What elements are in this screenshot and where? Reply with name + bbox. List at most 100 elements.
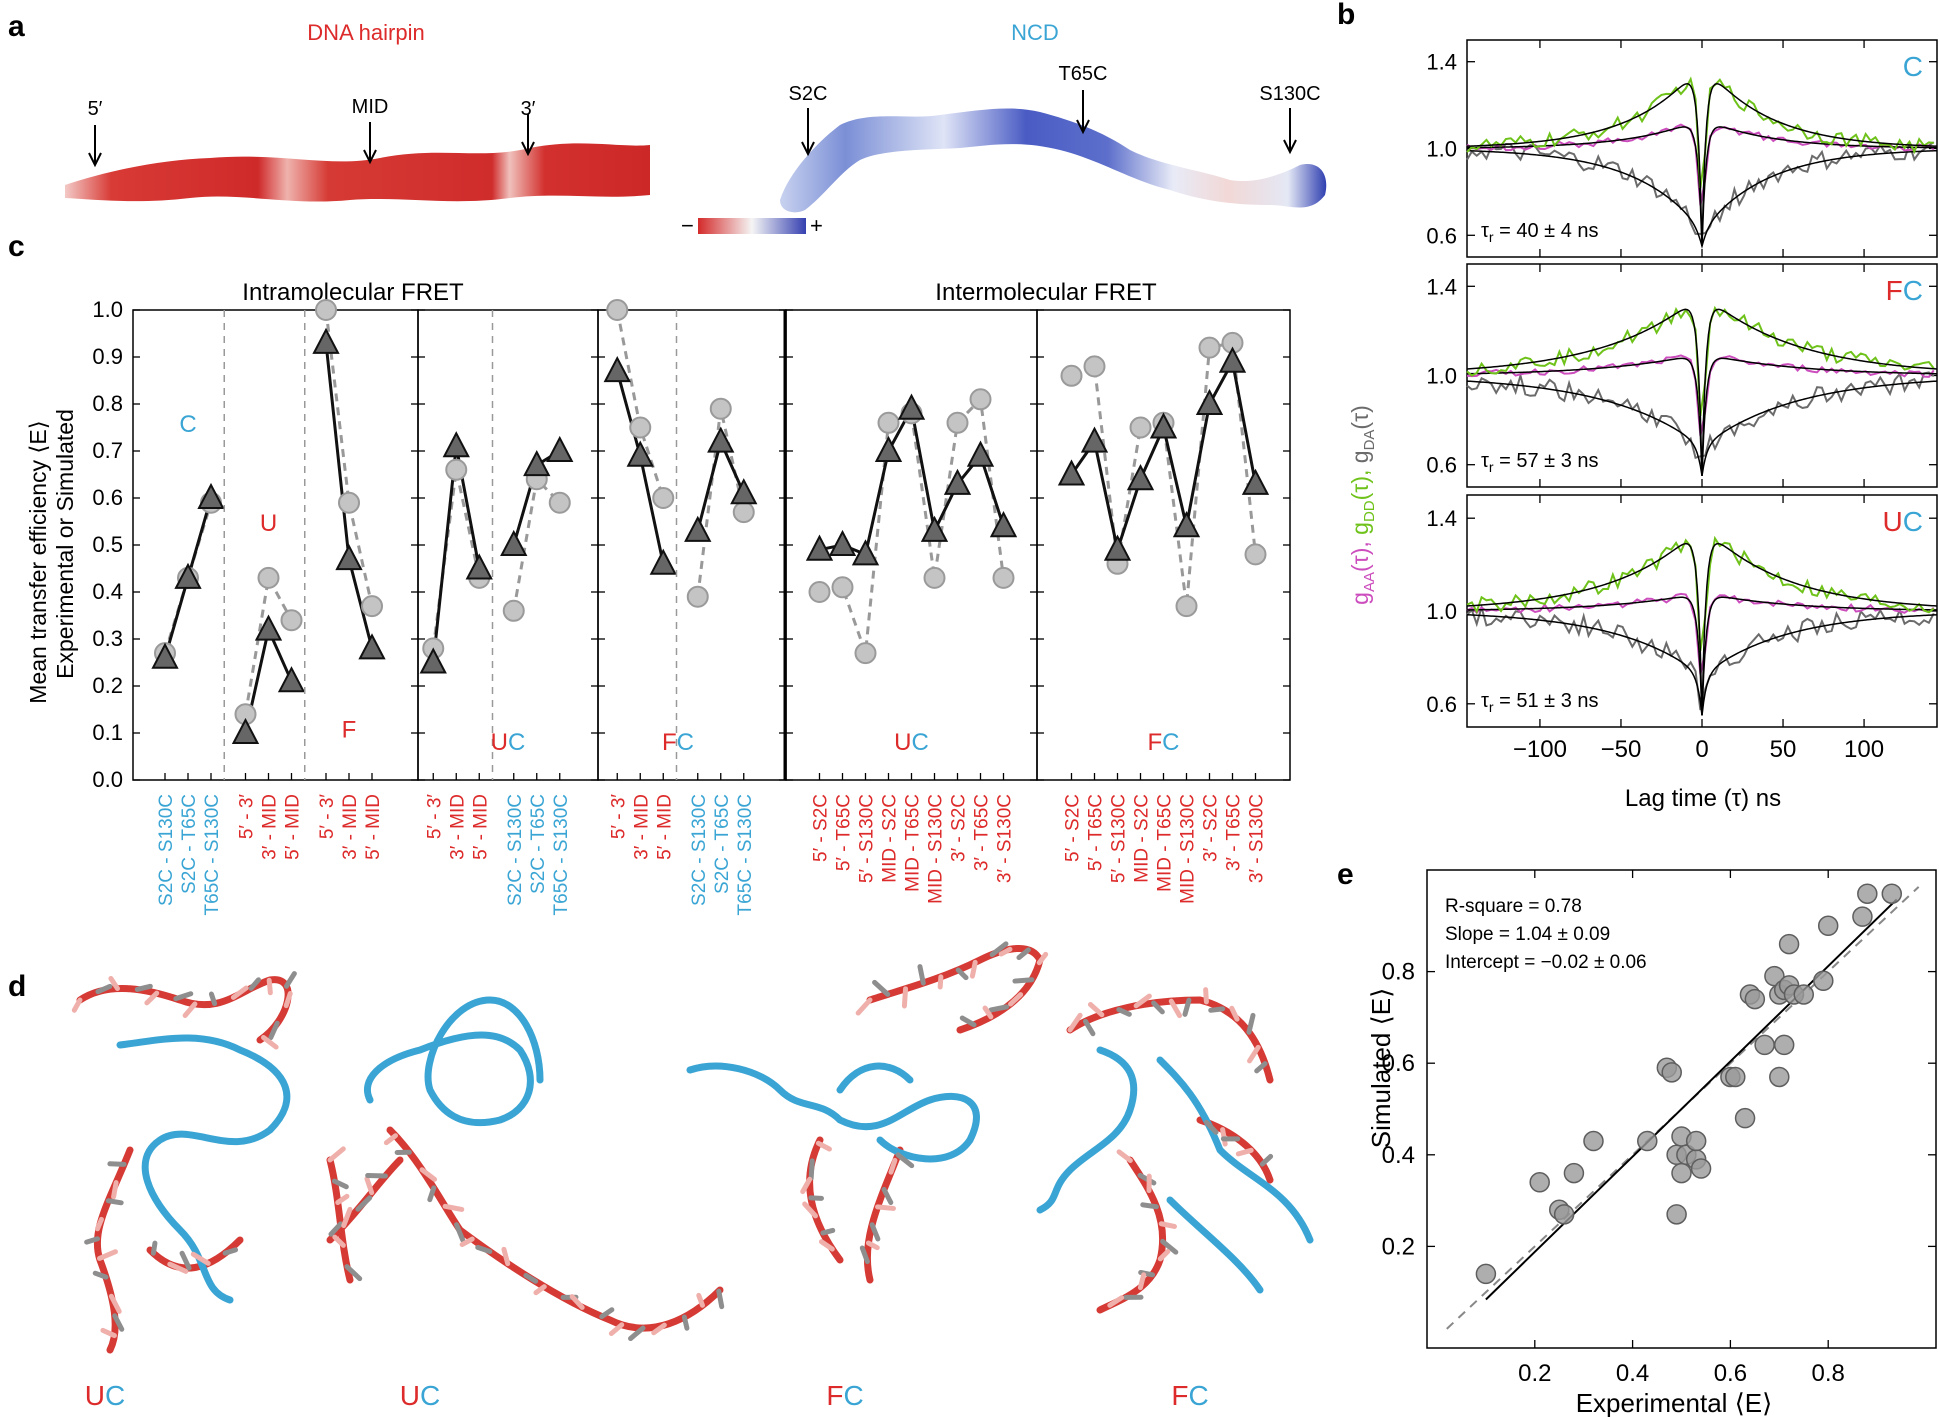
c-xtick-label-0-2-2: 5′ - MID xyxy=(363,794,384,860)
c-xtick-label-0-1-0: 5′ - 3′ xyxy=(237,794,258,840)
c-experimental-point-0-1-0 xyxy=(231,717,260,744)
c-xtick-label-3-0-7: 3′ - T65C xyxy=(972,794,993,871)
e-point-4 xyxy=(1563,1162,1585,1184)
c-subpanel-0: 0.0 0.1 0.2 0.3 0.4 0.5 0.6 0.7 0.8 0.9 1.0 S2C - S… xyxy=(92,297,419,915)
c-simulated-point-2-1-0 xyxy=(686,585,709,608)
base-stick-3-6 xyxy=(1168,998,1183,1019)
base-stick-1-11 xyxy=(453,1222,466,1243)
b-fit-gDD-1 xyxy=(1466,308,1938,476)
c-ytick-label-6: 0.6 xyxy=(92,485,123,510)
c-xtick-label-3-0-4: MID - T65C xyxy=(903,794,924,892)
c-simulated-point-4-0-8 xyxy=(1244,543,1267,566)
c-experimental-point-1-0-2 xyxy=(465,553,493,580)
e-xlabel: Experimental ⟨E⟩ xyxy=(1576,1388,1773,1417)
e-point-32 xyxy=(1813,970,1834,992)
base-stick-1-29 xyxy=(365,1172,388,1179)
c-simulated-point-3-0-3 xyxy=(877,411,900,434)
c-xtick-label-0-0-0: S2C - S130C xyxy=(156,794,177,906)
c-experimental-point-3-0-7 xyxy=(966,440,995,467)
c-panel-label-a-2: F xyxy=(662,729,677,756)
base-stick-3-4 xyxy=(1133,993,1152,1009)
base-stick-1-10 xyxy=(442,1203,465,1212)
c-simulated-point-3-0-7 xyxy=(969,388,992,411)
c-ytick-label-5: 0.5 xyxy=(92,532,123,557)
c-ytick-label-7: 0.7 xyxy=(92,438,123,463)
base-stick-3-9 xyxy=(1208,1006,1226,1013)
c-experimental-point-4-0-1 xyxy=(1080,426,1109,453)
e-point-21 xyxy=(1744,988,1766,1010)
base-stick-1-19 xyxy=(599,1307,615,1320)
b-series-gDA-0 xyxy=(1466,140,1935,235)
panel-a: DNA hairpin NCD 5′ MID 3′ S2C T65C S130C xyxy=(65,20,1327,238)
c-xtick-label-4-0-3: MID - S2C xyxy=(1132,794,1153,883)
base-stick-1-16 xyxy=(533,1284,547,1296)
c-xtick-label-1-1-1: S2C - T65C xyxy=(528,794,549,894)
e-point-31 xyxy=(1793,984,1814,1005)
base-stick-2-26 xyxy=(875,1204,896,1211)
structure-label-2: FC xyxy=(826,1380,863,1411)
base-stick-1-22 xyxy=(651,1322,667,1336)
e-point-19 xyxy=(1734,1107,1756,1129)
base-stick-3-24 xyxy=(1107,1295,1125,1308)
c-simulated-point-3-0-1 xyxy=(831,576,854,599)
c-experimental-point-4-0-8 xyxy=(1241,468,1270,495)
c-xtick-label-3-0-5: MID - S130C xyxy=(926,794,947,904)
e-xtick-label-2: 0.6 xyxy=(1714,1360,1747,1387)
structure-label-b-1: C xyxy=(420,1380,440,1411)
b-series-gDD-2 xyxy=(1466,535,1935,651)
base-stick-2-11 xyxy=(1012,977,1035,984)
b-tau-symbol-0: τ xyxy=(1481,220,1489,242)
panel-letter-b: b xyxy=(1337,0,1355,31)
e-point-5 xyxy=(1583,1130,1604,1152)
ncd-backbone-2 xyxy=(686,1062,980,1163)
c-simulated-point-1-1-2 xyxy=(548,491,571,514)
c-xtick-label-0-0-2: T65C - S130C xyxy=(202,794,223,915)
e-point-9 xyxy=(1666,1204,1687,1225)
c-simulated-point-2-0-0 xyxy=(606,299,629,321)
panel-letter-a: a xyxy=(8,10,25,43)
c-xtick-label-1-1-0: S2C - S130C xyxy=(505,794,526,906)
base-stick-0-17 xyxy=(105,1198,124,1206)
c-xtick-label-3-0-8: 3′ - S130C xyxy=(995,794,1016,883)
c-simulated-point-4-0-1 xyxy=(1083,355,1106,378)
base-stick-1-23 xyxy=(681,1314,690,1331)
c-simulated-line-2-0 xyxy=(615,309,665,499)
c-experimental-point-0-1-2 xyxy=(277,666,306,693)
base-stick-2-18 xyxy=(800,1176,813,1195)
c-experimental-point-0-2-2 xyxy=(358,633,386,660)
b-sample-label-0: C xyxy=(1903,51,1923,82)
panel-c-fret-efficiency-chart: Intramolecular FRET Intermolecular FRET … xyxy=(25,279,1291,915)
c-experimental-point-1-1-1 xyxy=(523,449,551,477)
e-point-33 xyxy=(1817,915,1839,937)
c-panel-label-3: UC xyxy=(894,729,929,756)
base-stick-1-14 xyxy=(501,1246,511,1267)
base-stick-1-26 xyxy=(341,1206,353,1229)
c-experimental-point-3-0-4 xyxy=(897,393,926,420)
arrowhead-mid xyxy=(363,149,377,165)
b-xlabel: Lag time (τ) ns xyxy=(1625,785,1781,812)
c-experimental-point-2-0-0 xyxy=(603,355,631,383)
c-experimental-point-4-0-2 xyxy=(1103,534,1132,561)
c-simulated-point-4-0-6 xyxy=(1198,336,1221,359)
c-experimental-line-3-0 xyxy=(819,404,1005,557)
b-ytick-label-1-1: 1.0 xyxy=(1426,364,1457,389)
c-simulated-point-2-0-2 xyxy=(652,487,675,509)
b-ylabel-tau2: (τ), xyxy=(1347,463,1373,500)
structure-1 xyxy=(326,996,725,1342)
c-subpanel-3: 5′ - S2C 5′ - T65C 5′ - S130C MID - S2C MID … xyxy=(785,309,1038,904)
base-stick-0-9 xyxy=(248,977,261,991)
c-subpanel-1: 5′ - 3′ 3′ - MID 5′ - MID S2C - S130C S2C - … xyxy=(417,309,599,915)
c-ytick-label-1: 0.1 xyxy=(92,720,123,745)
arrowhead-3-prime xyxy=(521,141,535,157)
c-panel-frames: 0.0 0.1 0.2 0.3 0.4 0.5 0.6 0.7 0.8 0.9 1.0 S2C - S… xyxy=(92,297,1291,915)
c-experimental-point-1-1-2 xyxy=(546,435,574,462)
c-xtick-label-3-0-3: MID - S2C xyxy=(880,794,901,883)
e-point-34 xyxy=(1852,906,1873,927)
c-xtick-label-3-0-0: 5′ - S2C xyxy=(811,794,832,862)
base-stick-0-0 xyxy=(71,997,83,1013)
b-tau-sub-2: r xyxy=(1489,699,1494,715)
c-xtick-label-2-0-1: 3′ - MID xyxy=(631,794,652,860)
base-stick-0-4 xyxy=(144,990,160,1006)
c-experimental-point-4-0-3 xyxy=(1126,464,1155,491)
base-stick-0-28 xyxy=(190,1251,211,1266)
